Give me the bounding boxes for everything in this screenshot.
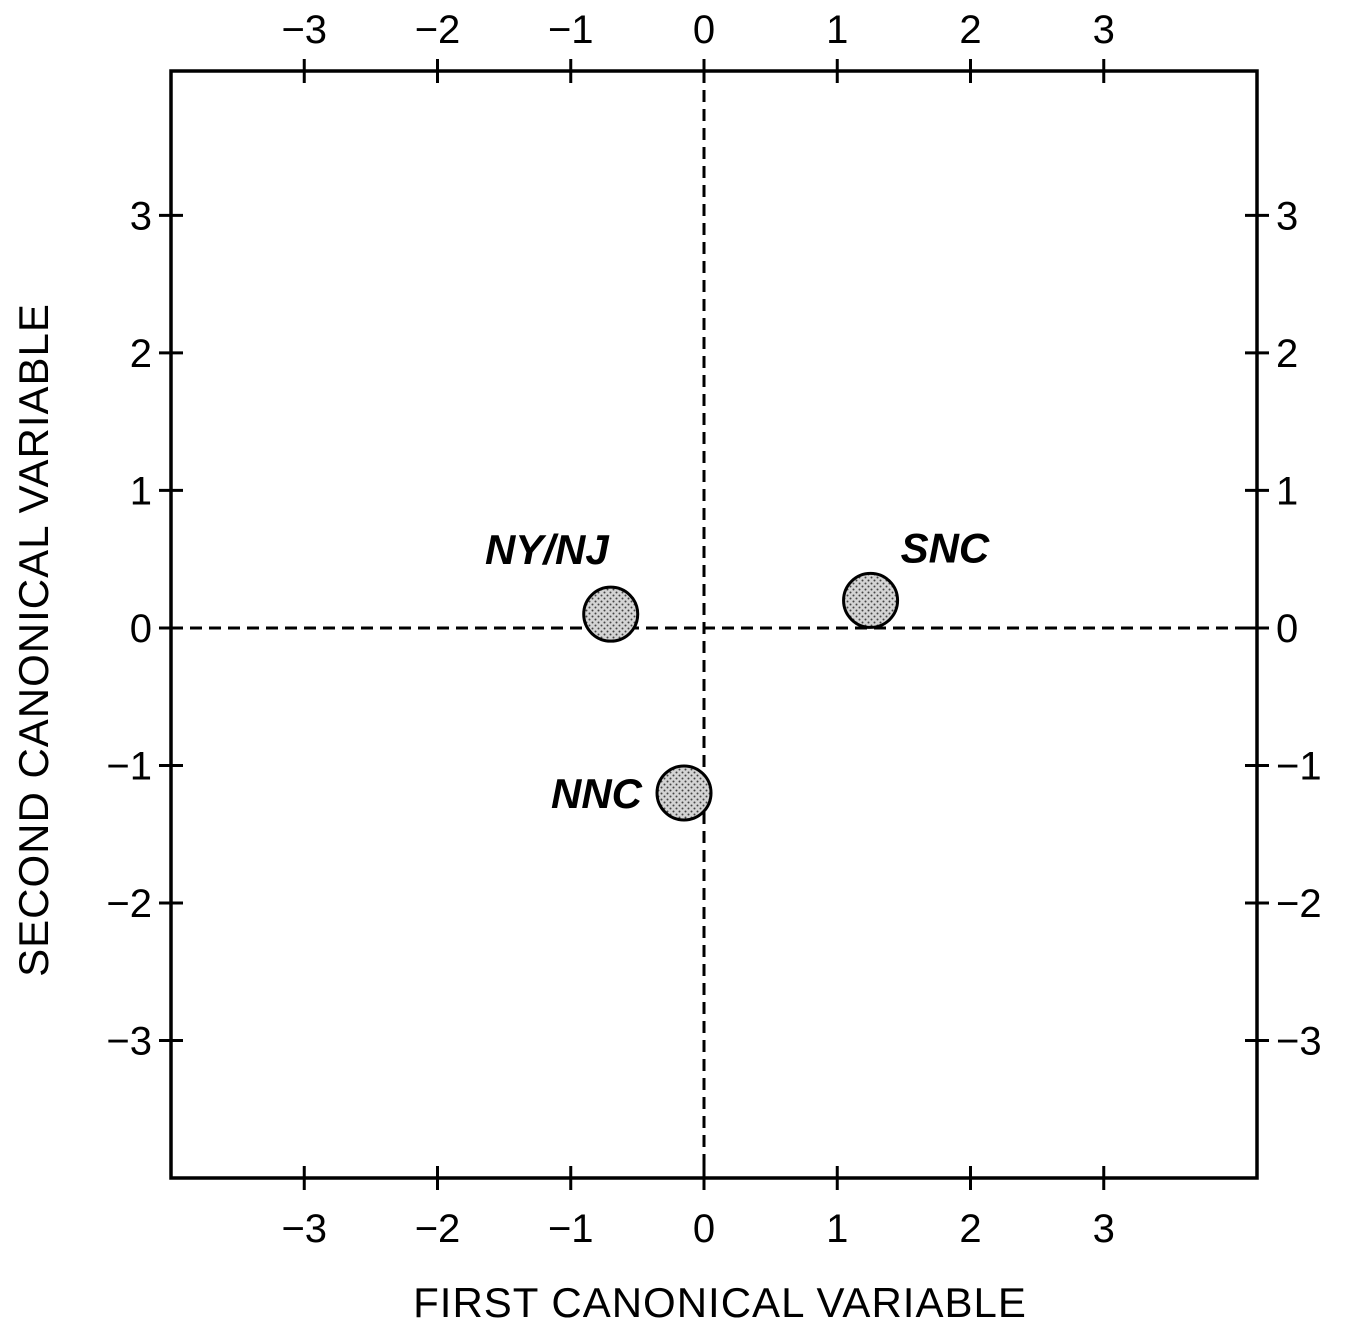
x-tick-label-bottom: −3 (281, 1207, 327, 1251)
x-tick-label-top: −2 (415, 8, 461, 52)
x-tick-label-top: 1 (826, 8, 848, 52)
x-tick-label-bottom: 3 (1093, 1207, 1115, 1251)
x-tick-label-top: 0 (693, 8, 715, 52)
x-tick-label-bottom: 1 (826, 1207, 848, 1251)
x-axis-title: FIRST CANONICAL VARIABLE (413, 1279, 1027, 1326)
plot-frame (169, 69, 1259, 1180)
x-tick-label-top: 3 (1093, 8, 1115, 52)
y-tick-label-left: −3 (106, 1019, 152, 1063)
x-tick-label-bottom: −1 (548, 1207, 594, 1251)
data-point-label: NNC (551, 770, 643, 817)
y-tick-label-right: 0 (1276, 607, 1298, 651)
y-axis-title: SECOND CANONICAL VARIABLE (10, 303, 57, 977)
x-tick-label-bottom: 2 (959, 1207, 981, 1251)
y-tick-label-left: 2 (130, 332, 152, 376)
data-point (582, 585, 640, 643)
y-tick-label-left: −2 (106, 882, 152, 926)
y-tick-label-right: 2 (1276, 332, 1298, 376)
y-tick-label-right: −1 (1276, 744, 1322, 788)
data-point-label: NY/NJ (485, 526, 610, 573)
y-tick-label-right: 1 (1276, 469, 1298, 513)
y-tick-label-right: −3 (1276, 1019, 1322, 1063)
y-tick-label-left: 3 (130, 194, 152, 238)
y-tick-label-right: −2 (1276, 882, 1322, 926)
x-tick-label-top: 2 (959, 8, 981, 52)
x-tick-label-top: −3 (281, 8, 327, 52)
data-point (655, 764, 713, 822)
y-tick-label-left: 0 (130, 607, 152, 651)
y-tick-label-left: −1 (106, 744, 152, 788)
x-tick-label-bottom: −2 (415, 1207, 461, 1251)
x-tick-label-bottom: 0 (693, 1207, 715, 1251)
y-tick-label-right: 3 (1276, 194, 1298, 238)
x-tick-label-top: −1 (548, 8, 594, 52)
data-point (842, 571, 900, 629)
data-point-label: SNC (901, 524, 990, 571)
y-tick-label-left: 1 (130, 469, 152, 513)
